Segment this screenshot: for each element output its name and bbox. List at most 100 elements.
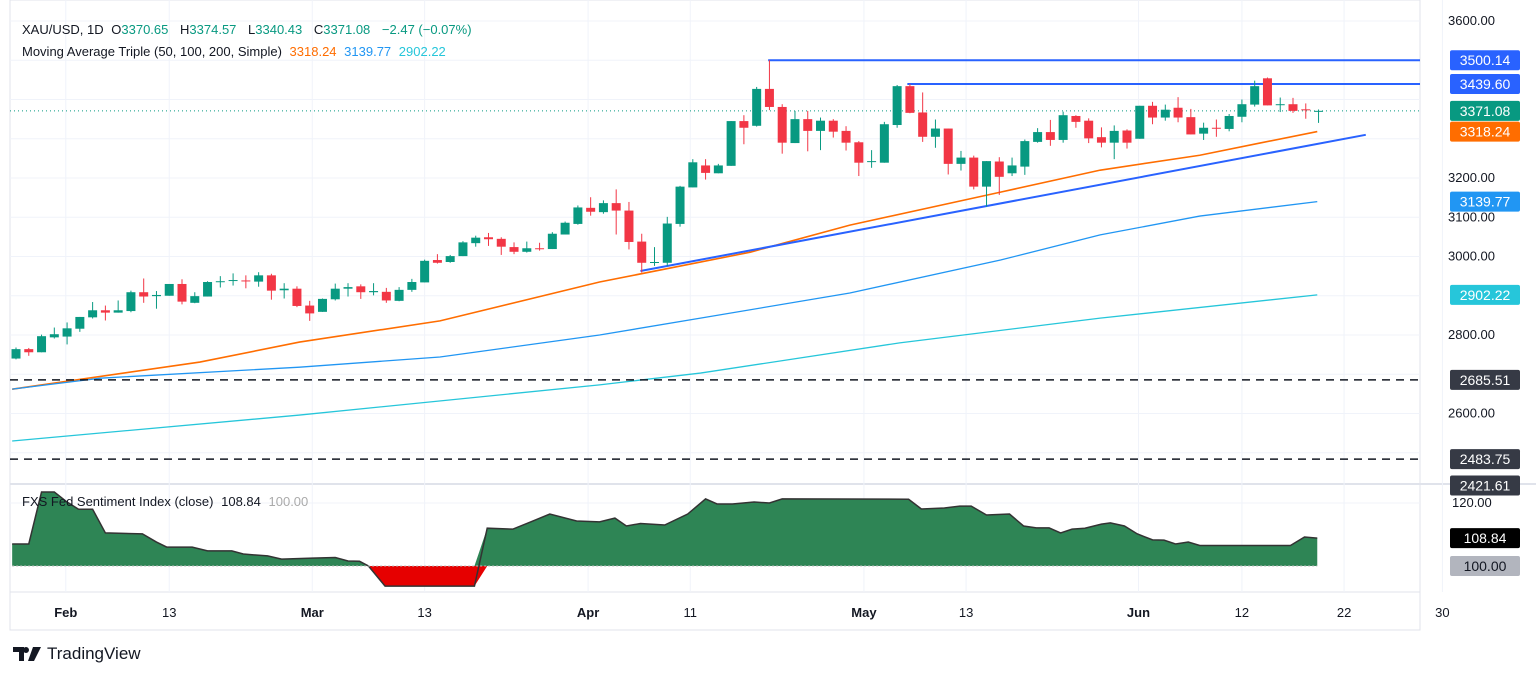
- ma-line-sma200: [12, 294, 1318, 442]
- indicator-last-tag: 108.84: [1464, 530, 1507, 546]
- candle-body: [1301, 109, 1311, 111]
- candle: [394, 287, 404, 302]
- candle: [1135, 105, 1145, 139]
- candle-body: [203, 282, 213, 297]
- ma200-value: 2902.22: [398, 44, 446, 59]
- candle: [662, 216, 672, 266]
- change-value: −2.47 (−0.07%): [381, 22, 472, 37]
- candle-body: [215, 281, 225, 283]
- candle: [905, 83, 915, 114]
- candle: [1224, 114, 1234, 132]
- candle-body: [88, 310, 98, 318]
- candle-body: [930, 128, 940, 137]
- candle: [343, 283, 353, 297]
- candle: [573, 205, 583, 225]
- price-tick-label: 3200.00: [1448, 170, 1495, 185]
- candle: [215, 276, 225, 288]
- candle: [151, 291, 161, 309]
- candle-body: [1314, 110, 1324, 112]
- candle: [854, 141, 864, 177]
- candle-body: [509, 247, 519, 252]
- level-tag-partial: 2421.61: [1460, 478, 1511, 494]
- symbol-label: XAU/USD, 1D: [22, 22, 104, 37]
- candle: [522, 241, 532, 253]
- candle: [1122, 129, 1132, 149]
- candle-body: [905, 86, 915, 113]
- ma50-tag: 3318.24: [1460, 124, 1511, 140]
- sentiment-negative-area: [12, 566, 1318, 587]
- candle: [943, 128, 953, 175]
- candle-body: [879, 124, 889, 163]
- candle: [1301, 103, 1311, 119]
- candle-body: [113, 310, 123, 313]
- sentiment-line: [12, 491, 1318, 587]
- tradingview-logo[interactable]: TradingView: [13, 644, 141, 664]
- candle: [483, 232, 493, 246]
- time-tick-label: 12: [1235, 605, 1249, 620]
- candle-body: [764, 88, 774, 107]
- level-tag: 2685.51: [1460, 372, 1511, 388]
- candle-body: [803, 119, 813, 131]
- candle: [330, 283, 340, 301]
- candle: [177, 279, 187, 305]
- candle-body: [662, 223, 672, 263]
- candle: [317, 298, 327, 312]
- level-tag-bg: [1450, 449, 1520, 470]
- candle: [535, 242, 545, 251]
- level-tag: 3439.60: [1460, 76, 1511, 92]
- candle-body: [1033, 132, 1043, 142]
- candle: [1084, 118, 1094, 144]
- level-tag-bg: [1450, 73, 1520, 94]
- candle-body: [458, 242, 468, 257]
- price-tick-label: 3000.00: [1448, 249, 1495, 264]
- candle-body: [841, 130, 851, 143]
- candle: [867, 150, 877, 168]
- candle: [624, 201, 634, 250]
- candle: [828, 119, 838, 138]
- candle-body: [381, 291, 391, 301]
- candle: [1262, 77, 1272, 106]
- candle-body: [713, 165, 723, 174]
- candle: [164, 283, 174, 296]
- candle-body: [62, 328, 72, 337]
- price-tick-label: 2600.00: [1448, 406, 1495, 421]
- price-tick-label: 3600.00: [1448, 13, 1495, 28]
- candle-body: [1262, 78, 1272, 106]
- candle-body: [1224, 115, 1234, 129]
- candle-body: [892, 86, 902, 126]
- candle: [739, 115, 749, 145]
- candle: [675, 185, 685, 227]
- candle-body: [828, 120, 838, 132]
- time-tick-label: 22: [1337, 605, 1351, 620]
- close-value: 3371.08: [323, 22, 371, 37]
- candle: [1211, 119, 1221, 137]
- candle-body: [650, 261, 659, 263]
- candle-body: [1250, 86, 1260, 105]
- candle-body: [11, 349, 21, 359]
- candle: [24, 347, 34, 356]
- ma200-tag: 2902.22: [1460, 287, 1511, 303]
- candle: [203, 281, 213, 297]
- candle-body: [1084, 120, 1094, 139]
- ascending-trendline: [640, 133, 1366, 273]
- candle: [1199, 122, 1209, 140]
- candle: [1071, 115, 1081, 128]
- candle-body: [1096, 137, 1106, 143]
- time-tick-label: Mar: [301, 605, 324, 620]
- candle-body: [994, 161, 1004, 177]
- candle-body: [586, 207, 596, 212]
- indicator-legend: FXS Fed Sentiment Index (close) 108.84 1…: [22, 494, 312, 509]
- candle-body: [177, 283, 187, 302]
- tradingview-icon: [13, 647, 41, 661]
- candle-body: [1211, 127, 1221, 129]
- time-tick-label: 13: [162, 605, 176, 620]
- last-price-tag-bg: [1450, 100, 1520, 121]
- candle: [1148, 101, 1158, 125]
- indicator-baseline: 100.00: [268, 494, 309, 509]
- candle-body: [49, 334, 59, 338]
- candle: [803, 110, 813, 152]
- candle: [1007, 157, 1017, 177]
- candle: [726, 121, 736, 166]
- candle: [471, 235, 481, 247]
